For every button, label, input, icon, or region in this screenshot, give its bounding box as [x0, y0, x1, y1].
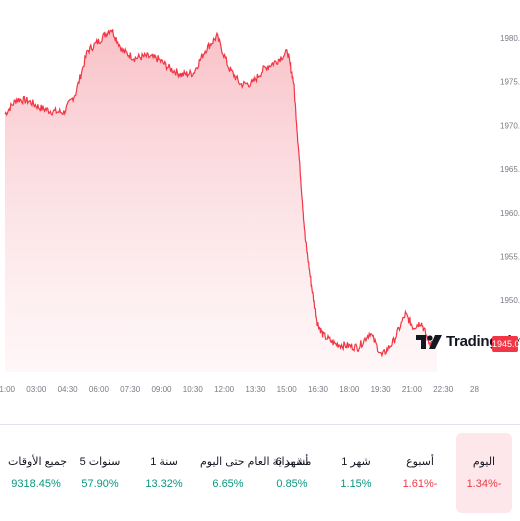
x-tick-label: 21:00: [402, 385, 423, 394]
y-tick-label: 1980.00: [500, 34, 520, 43]
period-change-value: 57.90%: [81, 478, 119, 490]
period-change-value: 6.65%: [212, 478, 244, 490]
period-change-value: 1.61%-: [402, 478, 438, 490]
x-tick-label: 12:00: [214, 385, 235, 394]
x-tick-label: 18:00: [339, 385, 360, 394]
x-tick-label: 04:30: [58, 385, 79, 394]
y-tick-label: 1960.00: [500, 209, 520, 218]
y-tick-label: 1950.00: [500, 296, 520, 305]
period-label: جميع الأوقات: [8, 456, 67, 468]
x-tick-label: 09:00: [151, 385, 172, 394]
period-label: 6 أشهر: [275, 456, 309, 468]
x-tick-label: 03:00: [26, 385, 47, 394]
period-label: اليوم: [472, 456, 496, 468]
y-tick-label: 1965.00: [500, 165, 520, 174]
tradingview-logo-icon: [416, 334, 442, 349]
period-label: 1 شهر: [341, 456, 371, 468]
x-tick-label: 07:30: [120, 385, 141, 394]
period-label: 5 سنوات: [79, 456, 121, 468]
y-tick-label: 1975.00: [500, 78, 520, 87]
price-area-fill: [5, 29, 437, 373]
x-tick-label: 01:00: [0, 385, 16, 394]
period-tab[interactable]: 6 أشهر 0.85%: [264, 433, 320, 513]
chart-svg[interactable]: 1980.00 1975.00 1970.00 1965.00 1960.00 1955.…: [0, 0, 520, 405]
x-tick-label: 16:30: [308, 385, 329, 394]
period-tab[interactable]: أسبوع 1.61%-: [392, 433, 448, 513]
last-price-label: 1945.02: [492, 336, 520, 352]
price-chart[interactable]: 1980.00 1975.00 1970.00 1965.00 1960.00 1955.…: [0, 0, 520, 405]
period-label: منذ بداية العام حتى اليوم: [200, 456, 312, 468]
period-tab[interactable]: منذ بداية العام حتى اليوم 6.65%: [200, 433, 312, 513]
period-tab[interactable]: 5 سنوات 57.90%: [72, 433, 128, 513]
x-tick-label: 19:30: [371, 385, 392, 394]
period-change-value: 0.85%: [276, 478, 308, 490]
period-label: 1 سنة: [150, 456, 178, 468]
period-tab[interactable]: 1 سنة 13.32%: [136, 433, 192, 513]
x-tick-label: 15:00: [277, 385, 298, 394]
period-label: أسبوع: [406, 456, 434, 468]
price-series-line: [4, 29, 438, 358]
period-tab[interactable]: اليوم 1.34%-: [456, 433, 512, 513]
x-tick-label: 06:00: [89, 385, 110, 394]
period-change-value: 1.34%-: [466, 478, 502, 490]
period-change-value: 1.15%: [340, 478, 372, 490]
period-tab[interactable]: 1 شهر 1.15%: [328, 433, 384, 513]
x-tick-label: 13:30: [245, 385, 266, 394]
period-tab[interactable]: جميع الأوقات 9318.45%: [8, 433, 67, 513]
x-tick-label: 22:30: [433, 385, 454, 394]
period-change-value: 9318.45%: [11, 478, 61, 490]
y-tick-label: 1955.00: [500, 253, 520, 262]
performance-periods: اليوم 1.34%- أسبوع 1.61%- 1 شهر 1.15% 6 أشهر 0.…: [0, 424, 520, 521]
period-change-value: 13.32%: [145, 478, 183, 490]
x-tick-label: 10:30: [183, 385, 204, 394]
x-tick-label: 28: [470, 385, 479, 394]
y-tick-label: 1970.00: [500, 121, 520, 130]
